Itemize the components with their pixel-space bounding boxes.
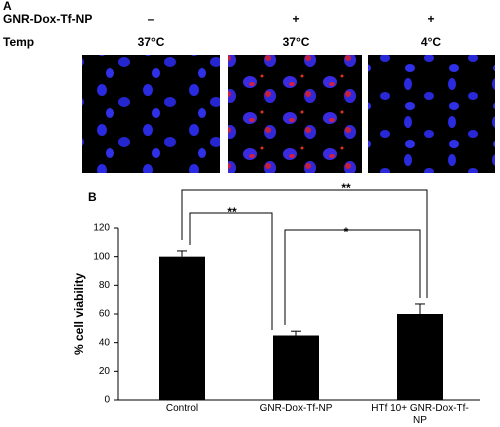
temp-label: 37°C — [283, 35, 310, 49]
bar — [159, 256, 205, 400]
significance: * — [344, 225, 349, 239]
y-axis-label: % cell viability — [72, 273, 86, 355]
panel-label: B — [88, 190, 97, 204]
micrograph — [228, 55, 362, 173]
panel-label: A — [3, 0, 12, 13]
micrograph — [368, 55, 495, 173]
error-bar — [177, 250, 187, 257]
row-label: Temp — [3, 35, 34, 49]
treatment-label: + — [427, 12, 434, 26]
y-tick-label: 60 — [99, 309, 111, 320]
x-tick-label: Control — [165, 403, 199, 414]
treatment-label: – — [148, 12, 155, 26]
row-label: GNR-Dox-Tf-NP — [3, 12, 92, 26]
y-tick-label: 20 — [99, 366, 111, 377]
significance: ** — [227, 205, 237, 219]
error-bar — [291, 330, 301, 336]
bar — [273, 335, 319, 400]
y-tick-label: 120 — [93, 223, 110, 234]
x-tick-label: HTf 10+ GNR-Dox-Tf-NP — [371, 403, 469, 426]
significance: ** — [341, 181, 351, 195]
y-tick-label: 0 — [104, 395, 110, 406]
significance-brackets — [181, 189, 428, 330]
bar — [397, 314, 443, 400]
x-tick-label: GNR-Dox-Tf-NP — [259, 403, 333, 414]
temp-label: 37°C — [138, 35, 165, 49]
error-bar — [415, 303, 425, 314]
treatment-label: + — [292, 12, 299, 26]
temp-label: 4°C — [421, 35, 441, 49]
y-tick-label: 40 — [99, 337, 111, 348]
y-tick-label: 80 — [99, 280, 111, 291]
micrograph — [82, 55, 220, 173]
y-tick-label: 100 — [93, 251, 110, 262]
